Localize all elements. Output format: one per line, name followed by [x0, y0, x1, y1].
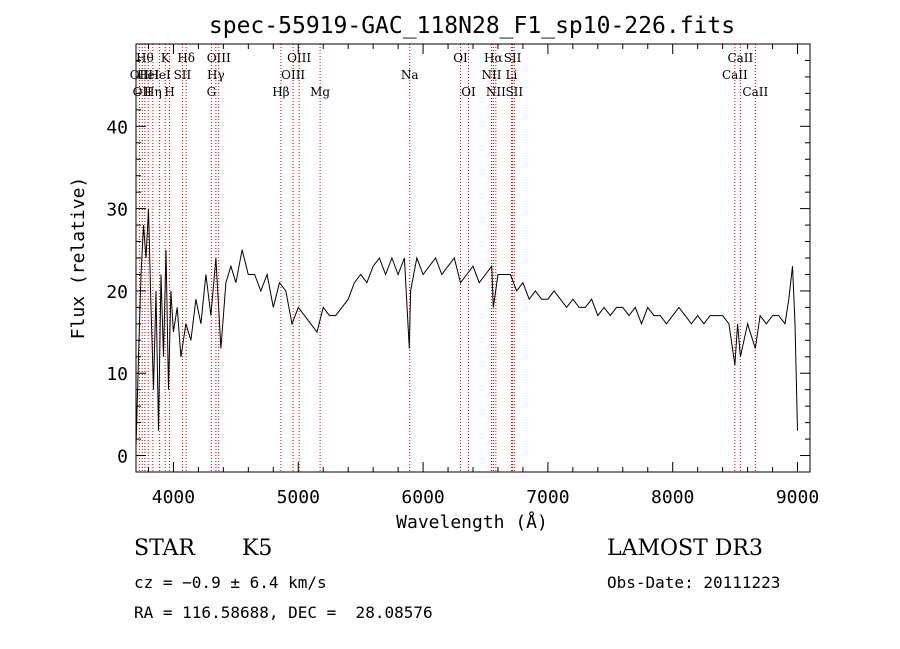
- observation-date: Obs-Date: 20111223: [607, 573, 781, 592]
- marker-label: CaII: [722, 68, 748, 82]
- marker-label: NII: [486, 85, 506, 99]
- y-axis-label: Flux (relative): [68, 177, 89, 340]
- marker-label: CaII: [727, 51, 753, 65]
- marker-label: Hδ: [177, 51, 195, 65]
- marker-label: SII: [174, 68, 192, 82]
- x-axis: 4000 5000 6000 7000 8000 9000: [147, 44, 819, 508]
- x-axis-label: Wavelength (Å): [396, 511, 548, 533]
- marker-label: Na: [401, 68, 419, 82]
- marker-label: HeI: [137, 68, 160, 82]
- marker-label: H: [164, 85, 174, 99]
- marker-label: OI: [453, 51, 468, 65]
- marker-labels: OIIOIIHθHeIHηHeIKHSIIHδGHγOIIIHβOIIIOIII…: [130, 51, 769, 99]
- x-tick-label: 8000: [651, 487, 694, 508]
- redshift-cz: cz = −0.9 ± 6.4 km/s: [134, 573, 327, 592]
- marker-label: OIII: [281, 68, 305, 82]
- marker-lines: [138, 44, 756, 472]
- marker-label: OII: [130, 68, 150, 82]
- object-subclass: K5: [242, 536, 273, 561]
- x-tick-label: 5000: [277, 487, 320, 508]
- marker-label: OII: [133, 85, 153, 99]
- marker-label: Hη: [144, 85, 162, 99]
- x-tick-label: 7000: [526, 487, 569, 508]
- x-tick-label: 9000: [776, 487, 819, 508]
- marker-label: Hθ: [136, 51, 154, 65]
- y-tick-label: 20: [106, 282, 128, 303]
- y-tick-label: 0: [117, 447, 128, 468]
- marker-label: Hα: [484, 51, 503, 65]
- spectrum-line: [135, 208, 798, 448]
- plot-frame: [135, 43, 811, 473]
- marker-label: HeI: [148, 68, 171, 82]
- y-tick-label: 40: [106, 117, 128, 138]
- marker-label: Li: [506, 68, 518, 82]
- marker-label: SII: [505, 85, 523, 99]
- marker-label: NII: [481, 68, 501, 82]
- x-tick-label: 4000: [152, 487, 195, 508]
- marker-label: OIII: [207, 51, 231, 65]
- marker-label: K: [161, 51, 171, 65]
- y-tick-label: 10: [106, 364, 128, 385]
- marker-label: G: [207, 85, 217, 99]
- object-class: STAR: [134, 536, 195, 561]
- survey-name: LAMOST DR3: [607, 536, 763, 561]
- marker-label: Hγ: [207, 68, 225, 82]
- marker-label: Hβ: [272, 85, 289, 99]
- marker-label: OI: [461, 85, 476, 99]
- y-axis: 0 10 20 30 40: [106, 59, 810, 468]
- ra-dec-coordinates: RA = 116.58688, DEC = 28.08576: [134, 603, 433, 622]
- marker-label: SII: [504, 51, 522, 65]
- y-tick-label: 30: [106, 200, 128, 221]
- marker-label: CaII: [742, 85, 768, 99]
- chart-title: spec-55919-GAC_118N28_F1_sp10-226.fits: [209, 13, 735, 39]
- x-tick-label: 6000: [401, 487, 444, 508]
- marker-label: Mg: [310, 85, 330, 99]
- marker-label: OIII: [287, 51, 311, 65]
